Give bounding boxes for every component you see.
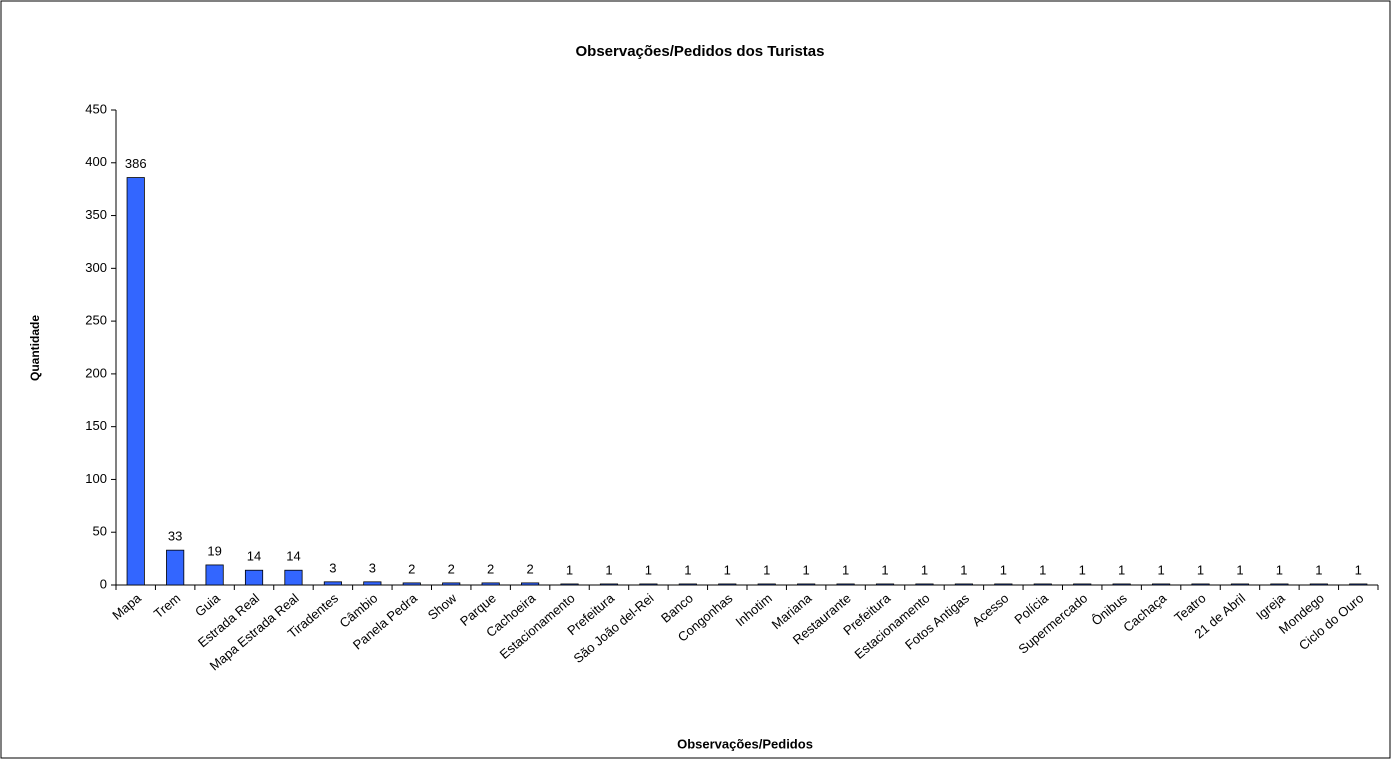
bar [126, 177, 145, 586]
y-tick-label: 50 [93, 524, 107, 539]
bar [875, 583, 895, 586]
bar [678, 583, 697, 586]
data-label: 1 [1197, 562, 1204, 577]
data-label: 3 [369, 560, 376, 575]
x-axis-label: Observações/Pedidos [677, 736, 813, 751]
bar [1270, 583, 1289, 586]
data-label: 1 [1236, 562, 1243, 577]
bar [481, 582, 500, 586]
bar [915, 583, 934, 586]
bar [1112, 583, 1131, 586]
data-label: 1 [1118, 562, 1125, 577]
data-label: 33 [168, 529, 182, 544]
bar [363, 581, 382, 586]
data-label: 2 [487, 561, 494, 576]
bar [442, 582, 461, 586]
bar [994, 583, 1013, 586]
bar [560, 583, 579, 586]
data-label: 1 [842, 562, 849, 577]
bar [954, 583, 973, 586]
bar [1152, 583, 1171, 586]
bar [323, 581, 342, 586]
data-label: 1 [763, 562, 770, 577]
data-label: 2 [526, 561, 533, 576]
bar [244, 569, 264, 586]
y-tick-label: 0 [100, 576, 107, 591]
y-axis-label: Quantidade [28, 315, 42, 381]
data-label: 1 [921, 562, 928, 577]
data-label: 1 [645, 562, 652, 577]
bar [1033, 583, 1052, 586]
y-tick-label: 200 [85, 365, 107, 380]
bar [1309, 583, 1328, 586]
bar [166, 549, 185, 586]
chart-title: Observações/Pedidos dos Turistas [576, 43, 825, 60]
bar [599, 583, 619, 586]
bar [521, 582, 540, 586]
y-tick-label: 400 [85, 154, 107, 169]
data-label: 1 [1000, 562, 1007, 577]
y-tick-label: 300 [85, 260, 107, 275]
bar [1073, 583, 1092, 586]
y-tick-label: 450 [85, 101, 107, 116]
bar [797, 583, 816, 586]
data-label: 3 [329, 560, 336, 575]
y-tick-label: 150 [85, 418, 107, 433]
bar [718, 583, 737, 586]
data-label: 1 [1157, 562, 1164, 577]
data-label: 1 [1039, 562, 1046, 577]
bar [205, 564, 224, 586]
bar [639, 583, 658, 586]
bar [757, 583, 776, 586]
data-label: 1 [960, 562, 967, 577]
data-label: 14 [247, 549, 261, 564]
data-label: 1 [1079, 562, 1086, 577]
data-label: 1 [684, 562, 691, 577]
data-label: 1 [881, 562, 888, 577]
bar [1191, 583, 1210, 586]
bar [1349, 583, 1368, 586]
data-label: 2 [408, 561, 415, 576]
y-tick-label: 350 [85, 207, 107, 222]
bar [402, 582, 421, 586]
data-label: 2 [448, 561, 455, 576]
data-label: 1 [1276, 562, 1283, 577]
data-label: 1 [605, 562, 612, 577]
bar [284, 569, 303, 586]
data-label: 1 [566, 562, 573, 577]
bar [1230, 583, 1250, 586]
data-label: 386 [125, 156, 147, 171]
bar [836, 583, 855, 586]
data-label: 14 [286, 549, 300, 564]
data-label: 1 [803, 562, 810, 577]
y-tick-label: 100 [85, 471, 107, 486]
data-label: 1 [1315, 562, 1322, 577]
y-tick-label: 250 [85, 313, 107, 328]
data-label: 1 [724, 562, 731, 577]
data-label: 19 [207, 543, 221, 558]
data-label: 1 [1355, 562, 1362, 577]
